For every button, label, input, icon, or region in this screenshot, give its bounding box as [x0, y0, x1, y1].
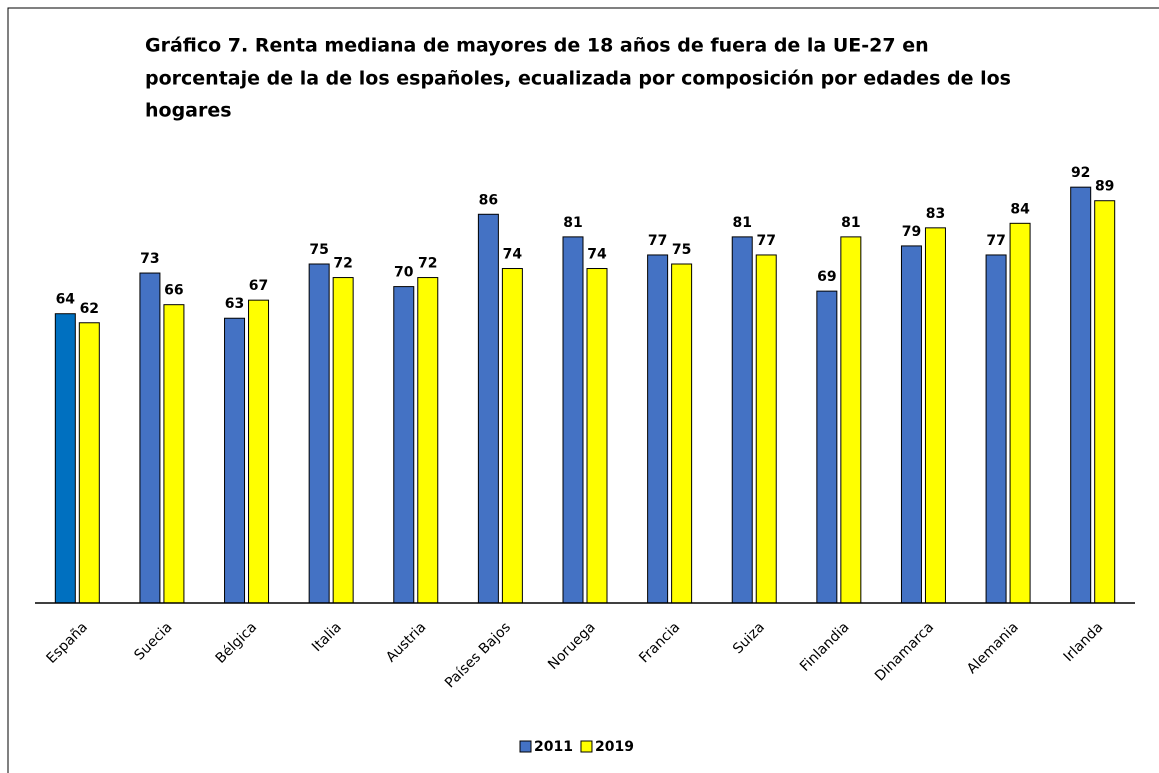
bar — [900, 245, 922, 604]
legend-swatch — [580, 740, 593, 753]
bar — [139, 272, 161, 604]
bar — [586, 268, 608, 604]
data-label: 89 — [1095, 179, 1114, 195]
data-label: 81 — [563, 215, 582, 231]
x-tick-label: Bélgica — [213, 619, 260, 666]
data-label: 81 — [841, 215, 860, 231]
x-tick-label: Italia — [309, 619, 345, 655]
data-label: 77 — [648, 233, 667, 249]
x-tick-label: España — [44, 619, 91, 666]
data-label: 74 — [503, 247, 523, 263]
x-tick-label: Noruega — [545, 619, 599, 673]
bar — [731, 236, 753, 604]
bar — [924, 227, 946, 604]
chart-title: porcentaje de la de los españoles, ecual… — [145, 68, 1011, 90]
x-tick-label: Francia — [636, 619, 683, 666]
x-tick-label: Finlandia — [797, 619, 853, 675]
bar — [647, 254, 669, 604]
data-label: 73 — [140, 251, 159, 267]
bar — [816, 290, 838, 604]
bar — [308, 263, 330, 604]
bar — [755, 254, 777, 604]
bar — [1070, 186, 1092, 604]
data-label: 67 — [249, 278, 268, 294]
bar — [562, 236, 584, 604]
bar — [417, 277, 439, 604]
data-label: 81 — [732, 215, 751, 231]
data-label: 70 — [394, 265, 414, 281]
chart-title: Gráfico 7. Renta mediana de mayores de 1… — [145, 35, 929, 57]
bar — [78, 322, 100, 604]
data-label: 79 — [902, 224, 921, 240]
data-label: 66 — [164, 283, 183, 299]
bar — [1094, 200, 1116, 604]
frame — [7, 7, 1159, 773]
data-label: 75 — [309, 242, 328, 258]
bar — [224, 317, 246, 604]
data-label: 77 — [756, 233, 775, 249]
bar — [1009, 222, 1031, 604]
bar — [54, 313, 76, 604]
data-label: 75 — [672, 242, 691, 258]
bar — [163, 304, 185, 604]
data-label: 74 — [587, 247, 607, 263]
data-label: 63 — [225, 296, 244, 312]
legend-label: 2019 — [595, 739, 634, 755]
data-label: 72 — [418, 256, 437, 272]
data-label: 64 — [56, 292, 76, 308]
x-tick-label: Suecia — [131, 619, 175, 663]
x-tick-label: Países Bajos — [442, 619, 514, 691]
bar — [671, 263, 693, 604]
data-label: 77 — [986, 233, 1005, 249]
bar — [393, 286, 415, 604]
data-label: 86 — [479, 192, 498, 208]
x-tick-label: Suiza — [730, 619, 768, 657]
bar — [332, 277, 354, 604]
data-label: 83 — [926, 206, 945, 222]
x-tick-label: Alemania — [964, 619, 1022, 677]
data-label: 69 — [817, 269, 836, 285]
data-label: 72 — [333, 256, 352, 272]
legend-swatch — [519, 740, 532, 753]
bar — [477, 213, 499, 604]
x-tick-label: Irlanda — [1061, 619, 1107, 665]
data-label: 92 — [1071, 165, 1090, 181]
bar — [840, 236, 862, 604]
x-tick-label: Dinamarca — [872, 619, 937, 684]
x-tick-label: Austria — [383, 619, 429, 665]
bar — [501, 268, 523, 604]
data-label: 62 — [80, 301, 99, 317]
bar — [985, 254, 1007, 604]
legend-label: 2011 — [534, 739, 573, 755]
data-label: 84 — [1010, 201, 1030, 217]
bar — [248, 299, 270, 604]
chart-title: hogares — [145, 100, 232, 122]
